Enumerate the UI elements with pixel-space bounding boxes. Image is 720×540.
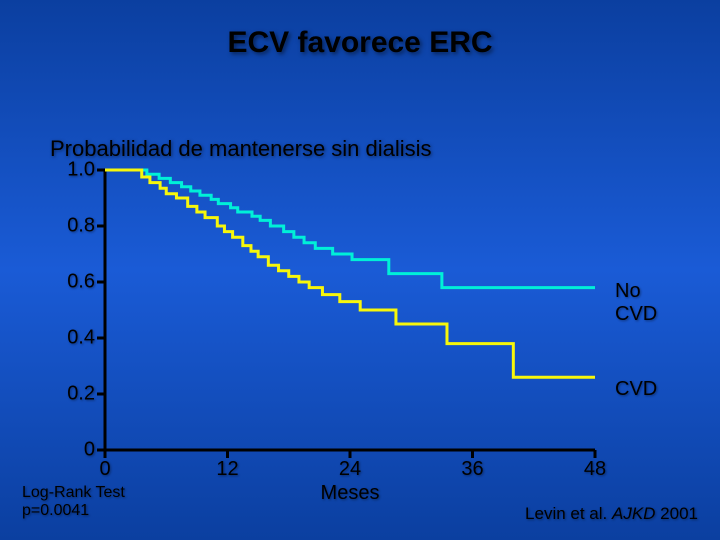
x-tick-label: 12: [216, 458, 238, 481]
series-label: CVD: [615, 378, 657, 401]
x-axis-title: Meses: [105, 482, 595, 505]
x-tick-label: 48: [584, 458, 606, 481]
y-tick-label: 0: [84, 439, 95, 462]
series-label: No CVD: [615, 280, 657, 326]
y-tick-label: 0.6: [67, 271, 95, 294]
y-tick-label: 0.8: [67, 215, 95, 238]
citation-prefix: Levin et al.: [525, 504, 612, 523]
slide-title: ECV favorece ERC: [0, 26, 720, 60]
stat-test-line1: Log-Rank Test: [22, 484, 125, 502]
citation: Levin et al. AJKD 2001: [525, 504, 698, 524]
y-tick-label: 1.0: [67, 159, 95, 182]
citation-journal: AJKD: [612, 504, 655, 523]
km-chart: 00.20.40.60.81.0012243648MesesNo CVDCVD: [105, 170, 595, 450]
x-tick-label: 24: [339, 458, 361, 481]
chart-svg: [105, 170, 595, 450]
x-tick-label: 36: [461, 458, 483, 481]
x-tick-label: 0: [99, 458, 110, 481]
series-CVD: [105, 170, 595, 377]
series-No CVD: [105, 170, 595, 288]
y-tick-label: 0.4: [67, 327, 95, 350]
chart-subtitle: Probabilidad de mantenerse sin dialisis: [50, 136, 432, 162]
citation-suffix: 2001: [655, 504, 698, 523]
y-tick-label: 0.2: [67, 383, 95, 406]
stat-test-line2: p=0.0041: [22, 502, 125, 520]
slide: ECV favorece ERC Probabilidad de mantene…: [0, 0, 720, 540]
stat-test-note: Log-Rank Test p=0.0041: [22, 484, 125, 520]
